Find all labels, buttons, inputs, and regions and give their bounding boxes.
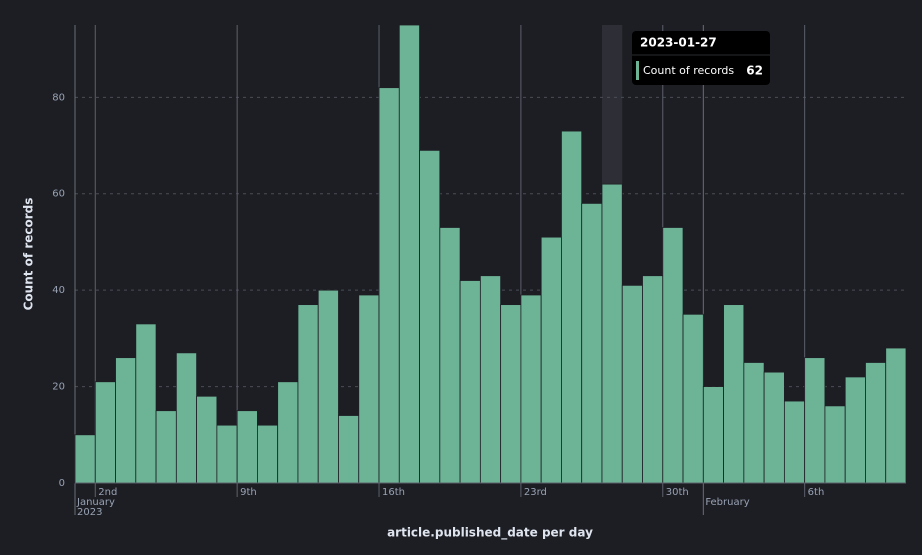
x-tick-label: 16th xyxy=(382,487,405,498)
bar[interactable] xyxy=(885,347,907,484)
bar[interactable] xyxy=(662,227,684,484)
bar[interactable] xyxy=(561,130,583,484)
bar[interactable] xyxy=(865,362,887,484)
bar[interactable] xyxy=(723,304,745,484)
bar[interactable] xyxy=(378,87,400,484)
bar[interactable] xyxy=(74,434,96,484)
bar[interactable] xyxy=(459,280,481,484)
x-tick-label: 30th xyxy=(666,487,689,498)
bar[interactable] xyxy=(115,357,137,484)
x-month-label: January xyxy=(76,497,115,508)
y-tick-label: 80 xyxy=(52,92,65,103)
x-month-label: February xyxy=(705,497,749,508)
tooltip: 2023-01-27 Count of records 62 xyxy=(632,31,770,85)
bar[interactable] xyxy=(763,371,785,484)
bar[interactable] xyxy=(277,381,299,484)
tooltip-title: 2023-01-27 xyxy=(640,36,717,50)
bar[interactable] xyxy=(94,381,116,484)
x-year-label: 2023 xyxy=(77,507,102,518)
x-tick-label: 2nd xyxy=(98,487,117,498)
bar[interactable] xyxy=(621,284,643,484)
bar[interactable] xyxy=(824,405,846,484)
y-tick-label: 40 xyxy=(52,285,65,296)
bar[interactable] xyxy=(500,304,522,484)
bar[interactable] xyxy=(196,395,218,484)
x-axis-label: article.published_date per day xyxy=(387,526,593,541)
bar[interactable] xyxy=(216,424,238,484)
bar[interactable] xyxy=(844,376,866,484)
bar[interactable] xyxy=(297,304,319,484)
bar[interactable] xyxy=(581,202,603,484)
y-tick-label: 0 xyxy=(59,478,65,489)
bar[interactable] xyxy=(743,362,765,484)
bar[interactable] xyxy=(338,415,360,484)
x-tick-label: 9th xyxy=(240,487,257,498)
bar[interactable] xyxy=(601,183,623,484)
bar[interactable] xyxy=(540,236,562,484)
tooltip-box xyxy=(632,31,770,85)
bar[interactable] xyxy=(642,275,664,484)
tooltip-swatch xyxy=(636,61,639,80)
bar[interactable] xyxy=(257,424,279,484)
x-tick-label: 6th xyxy=(808,487,825,498)
bar[interactable] xyxy=(358,294,380,484)
bar[interactable] xyxy=(702,386,724,484)
bar[interactable] xyxy=(682,313,704,484)
tooltip-series-name: Count of records xyxy=(643,64,734,77)
bar[interactable] xyxy=(419,149,441,484)
bar[interactable] xyxy=(175,352,198,484)
bar[interactable] xyxy=(398,24,420,484)
bar[interactable] xyxy=(783,400,806,484)
y-axis-label: Count of records xyxy=(22,198,36,311)
bar[interactable] xyxy=(135,323,157,484)
bar[interactable] xyxy=(155,410,177,484)
bar[interactable] xyxy=(479,275,502,484)
x-tick-label: 23rd xyxy=(524,487,547,498)
y-tick-label: 60 xyxy=(52,189,65,200)
bar[interactable] xyxy=(236,410,258,484)
bar[interactable] xyxy=(317,289,339,484)
y-tick-label: 20 xyxy=(52,382,65,393)
bar[interactable] xyxy=(520,294,542,484)
bar[interactable] xyxy=(439,227,461,484)
bar[interactable] xyxy=(804,357,826,484)
tooltip-value: 62 xyxy=(746,64,763,78)
